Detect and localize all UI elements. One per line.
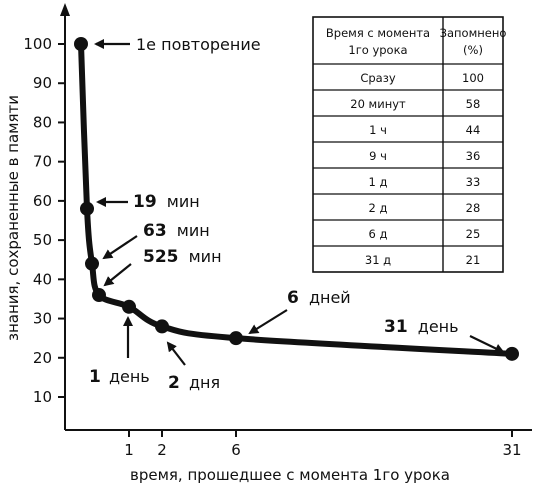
table-header-time: Время с момента 1го урока [326,26,430,57]
table-cell-retained: 100 [462,71,484,85]
y-tick-label: 10 [33,388,52,406]
y-tick-label: 80 [33,113,52,131]
x-tick-label: 31 [502,441,521,459]
y-axis-title: знания, сохраненные в памяти [4,95,22,341]
table-cell-time: 1 д [369,175,388,189]
annotation-d31: 31 день [384,317,459,337]
annotation-63-unit: мин [177,221,210,240]
table-cell-time: 31 д [365,253,391,267]
y-axis-arrow [60,3,70,16]
table-cell-time: 2 д [369,201,388,215]
table-cell-time: 6 д [369,227,388,241]
table-cell-time: Сразу [360,71,395,85]
annotation-d6-num: 6 [287,288,299,308]
annotation-d1-num: 1 [89,367,101,387]
table-border [312,16,504,273]
annotation-525-unit: мин [189,247,222,266]
annotation-d6: 6 дней [287,288,351,308]
arrow-d6 [248,309,288,335]
table-cell-time: 9 ч [369,149,387,163]
y-tick-label: 70 [33,153,52,171]
annotation-d31-unit: день [418,317,459,336]
annotation-d1: 1 день [89,367,150,387]
data-point [85,256,99,271]
data-point [122,299,136,314]
arrow-d2 [166,341,186,366]
data-point [92,288,106,303]
arrow-525 [103,263,132,287]
annotation-19-unit: мин [167,192,200,211]
table-cell-retained: 44 [466,123,481,137]
table-cell-retained: 25 [466,227,481,241]
arrow-d31 [469,335,505,354]
annotation-19: 19 мин [133,192,200,212]
x-tick-group: 1 2 6 31 [124,430,522,459]
annotation-63-num: 63 [143,221,167,241]
x-axis-title: время, прошедшее с момента 1го урока [130,466,450,484]
table-cell-time: 1 ч [369,123,387,137]
annotation-d2: 2 дня [168,373,220,393]
y-tick-label: 20 [33,349,52,367]
annotation-d6-unit: дней [309,288,351,307]
y-tick-label: 100 [23,35,52,53]
annotation-arrows [94,39,505,366]
table-cell-retained: 36 [466,149,481,163]
arrow-63 [102,235,138,260]
annotation-first: 1е повторение [136,35,261,54]
annotation-d2-num: 2 [168,373,180,393]
table-header-retained: Запомнено (%) [440,26,507,57]
x-tick-label: 6 [231,441,241,459]
annotation-d2-unit: дня [189,373,220,392]
data-point [80,201,94,216]
data-point [155,319,169,334]
annotation-525: 525 мин [143,247,222,267]
y-tick-label: 30 [33,310,52,328]
annotation-d1-unit: день [109,367,150,386]
x-tick-label: 2 [157,441,167,459]
y-tick-label: 40 [33,270,52,288]
x-tick-label: 1 [124,441,134,459]
data-point [229,331,243,346]
annotation-63: 63 мин [143,221,210,241]
annotation-19-num: 19 [133,192,157,212]
table-cell-retained: 21 [466,253,481,267]
table-cell-retained: 28 [466,201,481,215]
data-point [74,37,88,51]
annotation-first-text: 1е повторение [136,35,261,54]
point-group [74,37,519,361]
y-tick-label: 90 [33,74,52,92]
table-cell-time: 20 минут [350,97,406,111]
y-tick-group: 10 20 30 40 50 60 70 80 90 100 [23,35,65,406]
retention-table: Время с момента 1го урока Запомнено (%) Сраз… [312,16,507,273]
table-cell-retained: 58 [466,97,481,111]
annotation-d31-num: 31 [384,317,408,337]
y-tick-label: 60 [33,192,52,210]
table-cell-retained: 33 [466,175,481,189]
annotation-525-num: 525 [143,247,179,267]
data-point [505,346,519,361]
y-tick-label: 50 [33,231,52,249]
